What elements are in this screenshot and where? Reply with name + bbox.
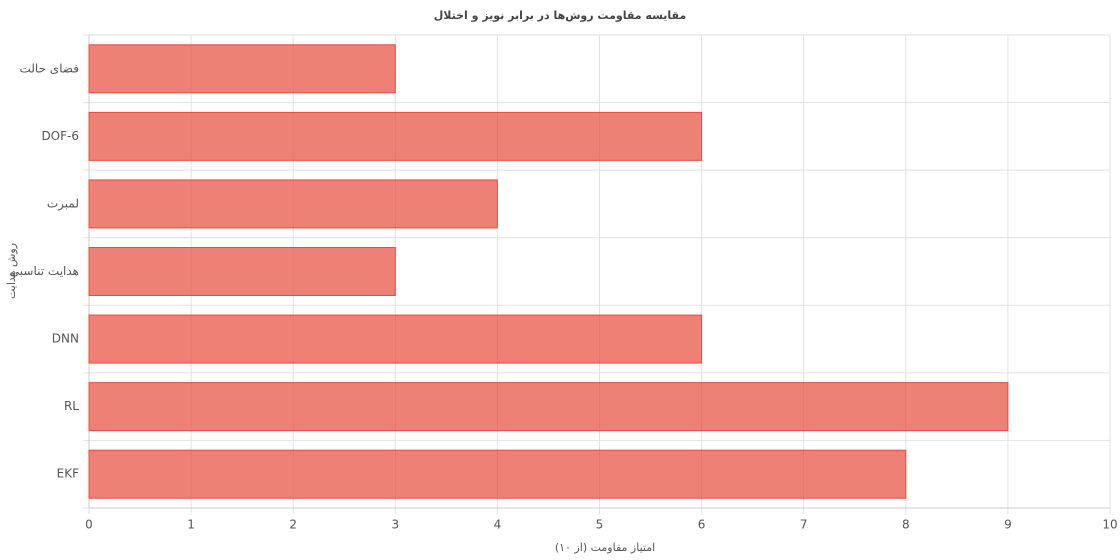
bar [88, 179, 498, 229]
chart-title: مقایسه مقاومت روش‌ها در برابر نویز و اخت… [434, 9, 687, 22]
bar [88, 247, 396, 296]
x-tick-label: 4 [494, 518, 502, 532]
y-tick-label: DNN [52, 332, 79, 346]
bar [88, 314, 703, 364]
x-tick-label: 0 [85, 518, 93, 532]
bar [88, 382, 1009, 432]
x-tick-label: 2 [289, 518, 297, 532]
y-tick-label: EKF [57, 467, 79, 481]
y-tick-label: فضای حالت [19, 61, 79, 75]
bar [88, 44, 396, 94]
x-tick-label: 3 [391, 518, 399, 532]
x-tick-label: 1 [187, 518, 195, 532]
x-tick-label: 5 [596, 518, 604, 532]
x-tick-label: 6 [698, 518, 706, 532]
bar [88, 111, 703, 161]
bar [88, 449, 907, 499]
y-tick-label: لمبرت [47, 196, 79, 211]
y-tick-label: RL [64, 399, 79, 413]
x-tick-label: 7 [800, 518, 808, 532]
y-tick-label: DOF-6 [41, 129, 79, 143]
x-tick-label: 10 [1102, 518, 1117, 532]
y-tick-label: هدایت تناسبی [10, 264, 79, 278]
x-tick-label: 8 [902, 518, 910, 532]
x-tick-label: 9 [1004, 518, 1012, 532]
y-axis-label: روش هدایت [5, 243, 18, 299]
x-axis-label: امتیاز مقاومت (از ۱۰) [555, 541, 655, 554]
